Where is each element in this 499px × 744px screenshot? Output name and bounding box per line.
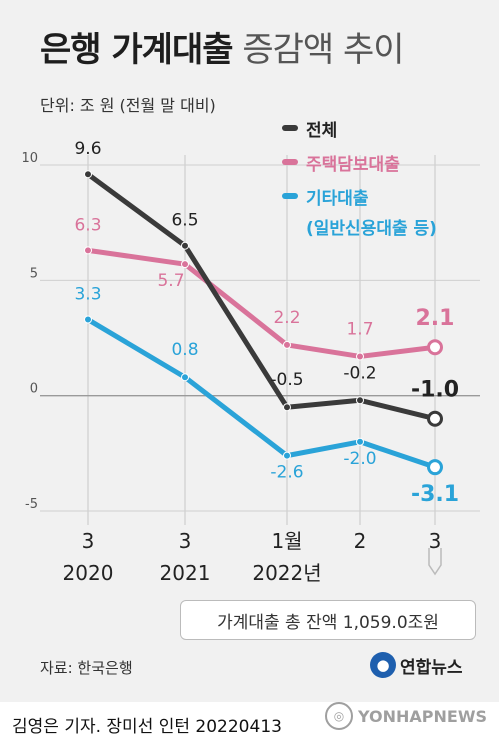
legend-item-other-note: (일반신용대출 등) xyxy=(306,219,437,239)
footer-bar xyxy=(0,702,499,744)
yonhap-logo-icon: ● xyxy=(370,652,396,678)
callout-pointer xyxy=(428,548,442,576)
watermark-text: YONHAPNEWS xyxy=(358,706,487,726)
data-point-mortgage xyxy=(181,260,189,269)
data-point-end-other xyxy=(427,459,443,476)
data-point-mortgage xyxy=(84,246,92,255)
x-tick-label: 1월 xyxy=(271,529,302,553)
data-point-mortgage xyxy=(356,352,364,361)
x-tick-label: 2 xyxy=(354,529,367,553)
data-label-mortgage: 2.2 xyxy=(273,308,300,328)
series-line-other xyxy=(85,317,438,470)
legend-item-total: 전체 xyxy=(306,121,338,141)
x-tick-label-year: 2021 xyxy=(160,561,211,585)
x-tick-label-year: 2022년 xyxy=(252,561,321,585)
legend-item-mortgage: 주택담보대출 xyxy=(306,155,400,175)
y-tick-label: 5 xyxy=(30,266,38,281)
watermark: ◎ YONHAPNEWS xyxy=(325,702,487,730)
data-point-total xyxy=(84,170,92,179)
x-tick-label: 3 xyxy=(82,529,95,553)
data-point-other xyxy=(181,373,189,382)
credit-line: 김영은 기자. 장미선 인턴 20220413 xyxy=(12,717,282,737)
y-tick-label: -5 xyxy=(25,497,38,512)
balance-callout: 가계대출 총 잔액 1,059.0조원 xyxy=(180,600,476,640)
x-tick-label: 3 xyxy=(179,529,192,553)
data-label-total: 6.5 xyxy=(171,211,198,231)
data-label-total: -1.0 xyxy=(411,378,459,403)
legend-item-other: 기타대출 xyxy=(306,189,369,209)
data-label-total: 9.6 xyxy=(74,139,101,159)
data-point-total xyxy=(356,396,364,405)
logo-text: 연합뉴스 xyxy=(400,657,463,678)
data-point-total xyxy=(283,403,291,412)
data-label-other: 3.3 xyxy=(74,285,101,305)
series-line-mortgage xyxy=(85,247,438,359)
yonhap-logo: ● 연합뉴스 xyxy=(370,652,463,678)
watermark-logo-icon: ◎ xyxy=(325,702,353,730)
line-chart: 10 5 0 -5 3 2020 3 2021 1월 2022년 2 3 9.6 6.5 -0.5 -0.2 -… xyxy=(21,139,480,585)
legend-swatch-total xyxy=(282,125,298,131)
data-label-other: -2.0 xyxy=(343,449,376,469)
data-label-mortgage: 6.3 xyxy=(74,215,101,235)
y-tick-label: 0 xyxy=(30,382,38,397)
data-point-total xyxy=(181,241,189,250)
legend-swatch-other xyxy=(282,193,298,199)
data-label-other: -3.1 xyxy=(411,482,459,507)
source-note: 자료: 한국은행 xyxy=(40,659,133,677)
title-light: 증감액 추이 xyxy=(242,30,404,70)
data-label-mortgage: 2.1 xyxy=(416,306,455,331)
data-label-mortgage: 1.7 xyxy=(346,319,373,339)
x-tick-label: 3 xyxy=(429,529,442,553)
data-point-other xyxy=(84,315,92,324)
title-bold: 은행 가계대출 xyxy=(40,30,234,70)
data-point-end-total xyxy=(427,410,443,427)
legend-swatch-mortgage xyxy=(282,159,298,165)
data-label-other: -2.6 xyxy=(270,463,303,483)
page-title: 은행 가계대출 증감액 추이 xyxy=(40,22,405,71)
x-tick-label-year: 2020 xyxy=(63,561,114,585)
series-line-total xyxy=(85,171,438,422)
y-tick-label: 10 xyxy=(21,151,38,166)
data-label-total: -0.5 xyxy=(270,370,303,390)
data-point-mortgage xyxy=(283,340,291,349)
data-point-other xyxy=(283,451,291,460)
data-point-other xyxy=(356,437,364,446)
data-label-other: 0.8 xyxy=(171,340,198,360)
data-label-mortgage: 5.7 xyxy=(157,271,184,291)
unit-note: 단위: 조 원 (전월 말 대비) xyxy=(40,96,216,115)
data-label-total: -0.2 xyxy=(343,363,376,383)
data-point-end-mortgage xyxy=(427,339,443,356)
